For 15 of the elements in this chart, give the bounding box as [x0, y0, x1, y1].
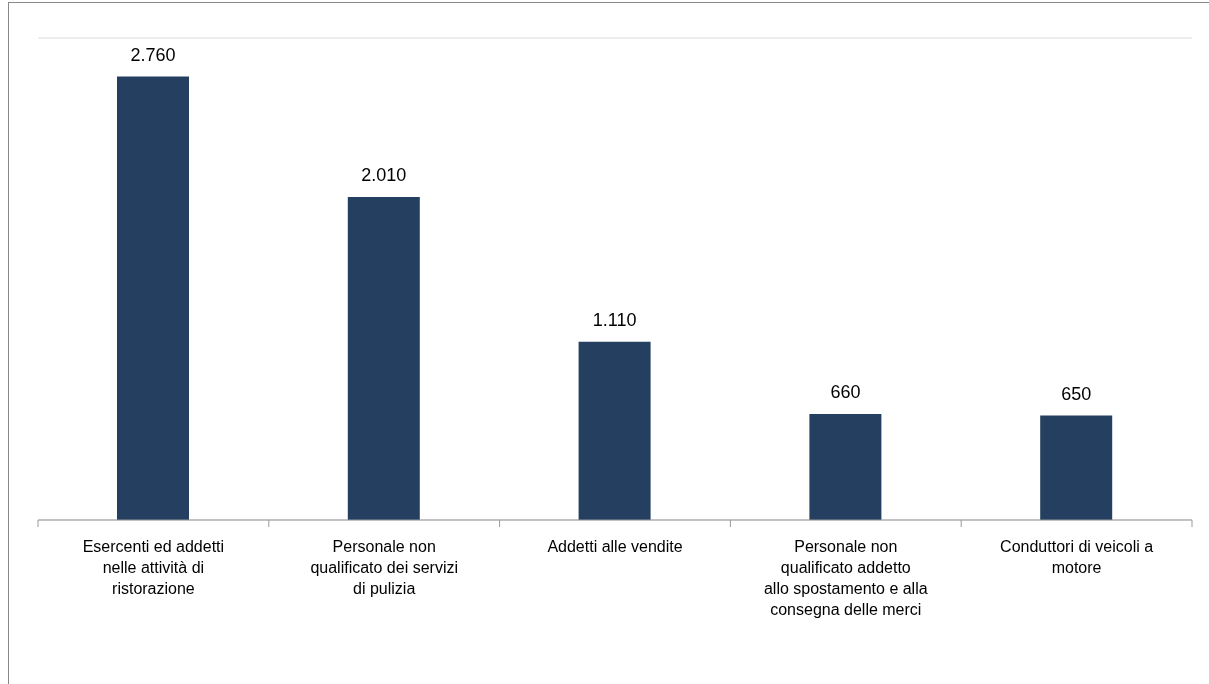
x-tick-label: Personale non qualificato addetto allo spostamento e alla consegna delle merci: [763, 538, 928, 618]
x-tick-label: Conduttori di veicoli a motore: [1000, 538, 1154, 576]
bar: [809, 413, 882, 520]
x-tick-label: Esercenti ed addetti nelle attività di ristorazione: [82, 538, 225, 597]
bar: [1040, 415, 1113, 520]
bar: [347, 197, 420, 520]
x-tick-label: Addetti alle vendite: [547, 538, 683, 555]
data-label: 1.110: [592, 309, 637, 330]
bar: [578, 341, 651, 520]
data-label: 2.010: [361, 165, 407, 186]
data-label: 660: [830, 381, 861, 402]
bar: [117, 76, 189, 520]
data-label: 2.760: [130, 44, 176, 65]
x-tick-label: Personale non qualificato dei servizi di pulizia: [310, 538, 459, 597]
data-label: 650: [1061, 383, 1092, 404]
